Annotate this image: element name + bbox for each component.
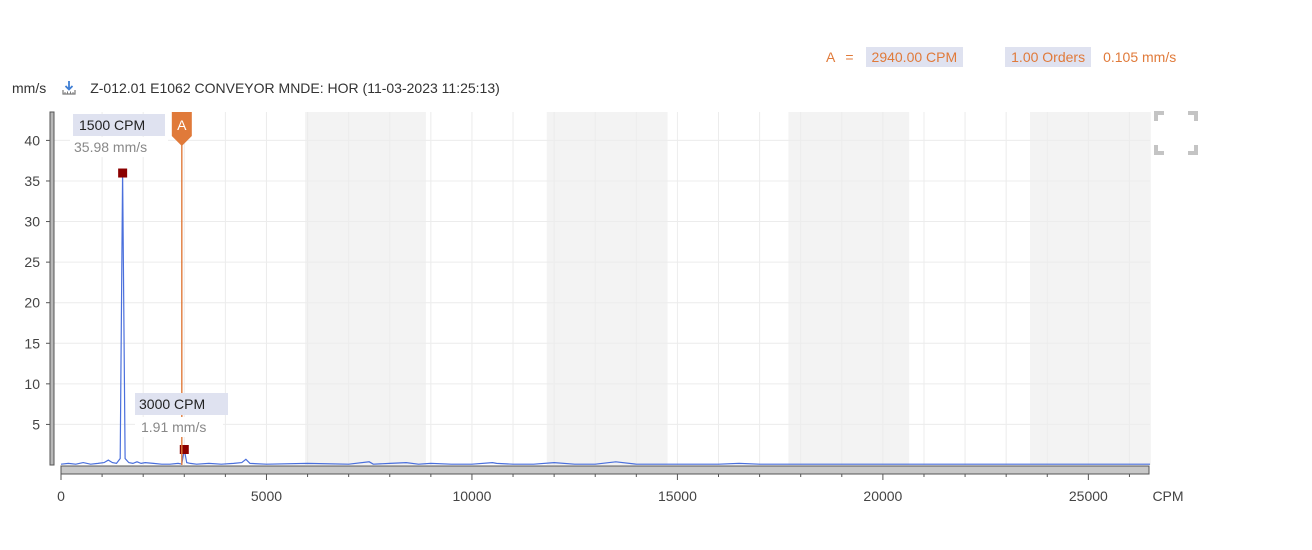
peak-amp-label-box xyxy=(70,137,168,157)
y-tick-label: 15 xyxy=(24,335,40,351)
peak-freq-label: 1500 CPM xyxy=(79,117,145,133)
peak-amp-label: 1.91 mm/s xyxy=(141,419,206,435)
x-tick-label: 15000 xyxy=(658,488,697,504)
chart-header: mm/s Z-012.01 E1062 CONVEYOR MNDE: HOR (… xyxy=(12,78,500,98)
y-tick-label: 25 xyxy=(24,254,40,270)
peak-marker xyxy=(179,445,189,455)
y-tick-label: 5 xyxy=(32,416,40,432)
fullscreen-icon[interactable] xyxy=(1154,111,1198,155)
y-tick-label: 10 xyxy=(24,376,40,392)
x-tick-label: 25000 xyxy=(1069,488,1108,504)
peak-amp-label: 35.98 mm/s xyxy=(74,139,147,155)
cursor-readout: A = 2940.00 CPM 1.00 Orders 0.105 mm/s xyxy=(826,46,1176,68)
y-axis-scrollbar[interactable] xyxy=(49,111,55,466)
shaded-band xyxy=(788,112,910,465)
x-tick-label: 10000 xyxy=(452,488,491,504)
peak-marker xyxy=(118,168,128,178)
peak-amp-label-box xyxy=(135,417,223,437)
x-axis-unit-label: CPM xyxy=(1152,488,1183,504)
x-tick-label: 5000 xyxy=(251,488,282,504)
download-chart-icon[interactable] xyxy=(60,79,78,97)
shaded-band xyxy=(1030,112,1151,465)
chart-title: Z-012.01 E1062 CONVEYOR MNDE: HOR (11-03… xyxy=(90,80,500,96)
cursor-amplitude-value: 0.105 mm/s xyxy=(1103,49,1177,65)
peak-freq-label-box xyxy=(135,393,228,415)
cursor-a-label: A xyxy=(177,117,187,133)
spectrum-series-line xyxy=(60,172,1150,465)
x-tick-label: 0 xyxy=(57,488,65,504)
x-tick-label: 20000 xyxy=(863,488,902,504)
y-tick-label: 40 xyxy=(24,132,40,148)
peak-freq-label: 3000 CPM xyxy=(139,396,205,412)
cursor-frequency-value: 2940.00 CPM xyxy=(865,47,964,67)
x-axis-scrollbar[interactable] xyxy=(60,465,1150,475)
cursor-orders-value: 1.00 Orders xyxy=(1005,47,1092,67)
cursor-readout-label: A xyxy=(826,49,836,65)
cursor-readout-equals: = xyxy=(845,49,854,65)
shaded-band xyxy=(305,112,426,465)
cursor-a-handle[interactable] xyxy=(171,112,192,146)
peak-freq-label-box xyxy=(73,114,165,136)
y-tick-label: 30 xyxy=(24,214,40,230)
y-tick-label: 35 xyxy=(24,173,40,189)
shaded-band xyxy=(546,112,668,465)
y-axis-unit-label: mm/s xyxy=(12,80,47,96)
y-tick-label: 20 xyxy=(24,295,40,311)
